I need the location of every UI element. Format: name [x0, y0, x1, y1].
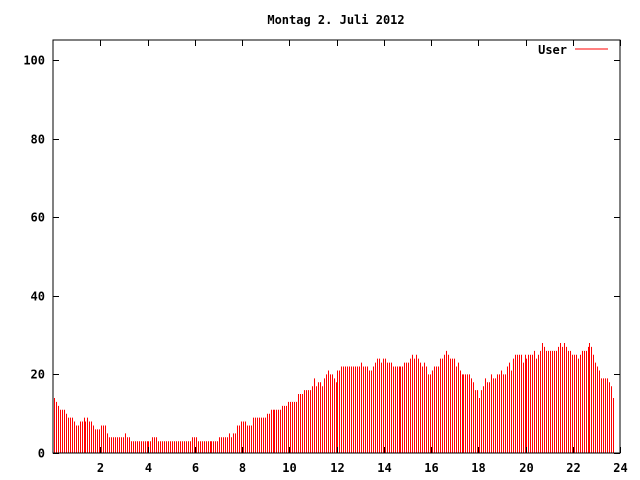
x-tick-label: 2	[97, 461, 104, 475]
y-tick-label: 0	[38, 447, 45, 461]
legend: User	[538, 43, 608, 57]
y-tick-label: 100	[23, 54, 45, 68]
x-tick-label: 12	[330, 461, 344, 475]
x-tick-label: 14	[377, 461, 391, 475]
chart-title: Montag 2. Juli 2012	[267, 13, 404, 27]
x-tick-label: 8	[239, 461, 246, 475]
x-tick-label: 24	[613, 461, 627, 475]
x-tick-label: 18	[471, 461, 485, 475]
bars	[54, 342, 614, 453]
x-tick-label: 6	[192, 461, 199, 475]
y-tick-label: 80	[31, 133, 45, 147]
x-tick-label: 10	[282, 461, 296, 475]
x-tick-label: 20	[519, 461, 533, 475]
x-tick-label: 16	[424, 461, 438, 475]
x-tick-label: 22	[566, 461, 580, 475]
plot-border	[52, 39, 621, 454]
x-tick-label: 4	[145, 461, 152, 475]
y-tick-label: 20	[31, 368, 45, 382]
legend-label: User	[538, 43, 567, 57]
y-tick-label: 60	[31, 211, 45, 225]
y-tick-label: 40	[31, 290, 45, 304]
